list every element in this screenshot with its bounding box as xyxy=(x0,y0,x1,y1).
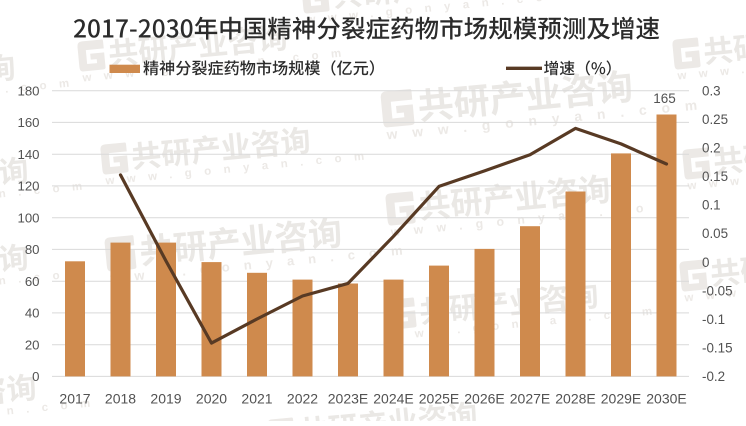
svg-text:2023E: 2023E xyxy=(328,391,368,407)
svg-text:2021: 2021 xyxy=(241,391,272,407)
svg-text:2022: 2022 xyxy=(287,391,318,407)
svg-text:120: 120 xyxy=(17,179,39,194)
svg-text:2024E: 2024E xyxy=(373,391,413,407)
svg-text:2018: 2018 xyxy=(105,391,136,407)
svg-text:2030E: 2030E xyxy=(646,391,686,407)
svg-text:-0.15: -0.15 xyxy=(702,341,733,356)
svg-text:2028E: 2028E xyxy=(555,391,595,407)
svg-text:60: 60 xyxy=(25,274,40,289)
svg-text:2025E: 2025E xyxy=(419,391,459,407)
svg-text:-0.05: -0.05 xyxy=(702,283,733,298)
svg-text:0.05: 0.05 xyxy=(702,226,728,241)
svg-text:2027E: 2027E xyxy=(510,391,550,407)
svg-text:2017: 2017 xyxy=(59,391,90,407)
svg-text:2029E: 2029E xyxy=(601,391,641,407)
svg-text:80: 80 xyxy=(25,242,40,257)
svg-text:0.25: 0.25 xyxy=(702,112,728,127)
svg-text:180: 180 xyxy=(17,83,39,98)
svg-text:0: 0 xyxy=(32,369,39,384)
svg-text:2019: 2019 xyxy=(150,391,181,407)
svg-text:2026E: 2026E xyxy=(464,391,504,407)
svg-text:2020: 2020 xyxy=(196,391,227,407)
svg-text:20: 20 xyxy=(25,337,40,352)
svg-text:-0.1: -0.1 xyxy=(702,312,725,327)
svg-text:160: 160 xyxy=(17,115,39,130)
svg-text:0.3: 0.3 xyxy=(702,83,721,98)
svg-text:40: 40 xyxy=(25,306,40,321)
svg-text:100: 100 xyxy=(17,210,39,225)
svg-text:0.15: 0.15 xyxy=(702,169,728,184)
svg-text:-0.2: -0.2 xyxy=(702,369,725,384)
svg-text:165: 165 xyxy=(653,91,676,106)
svg-text:0.1: 0.1 xyxy=(702,198,721,213)
svg-text:140: 140 xyxy=(17,147,39,162)
svg-text:0.2: 0.2 xyxy=(702,141,721,156)
svg-text:0: 0 xyxy=(702,255,709,270)
